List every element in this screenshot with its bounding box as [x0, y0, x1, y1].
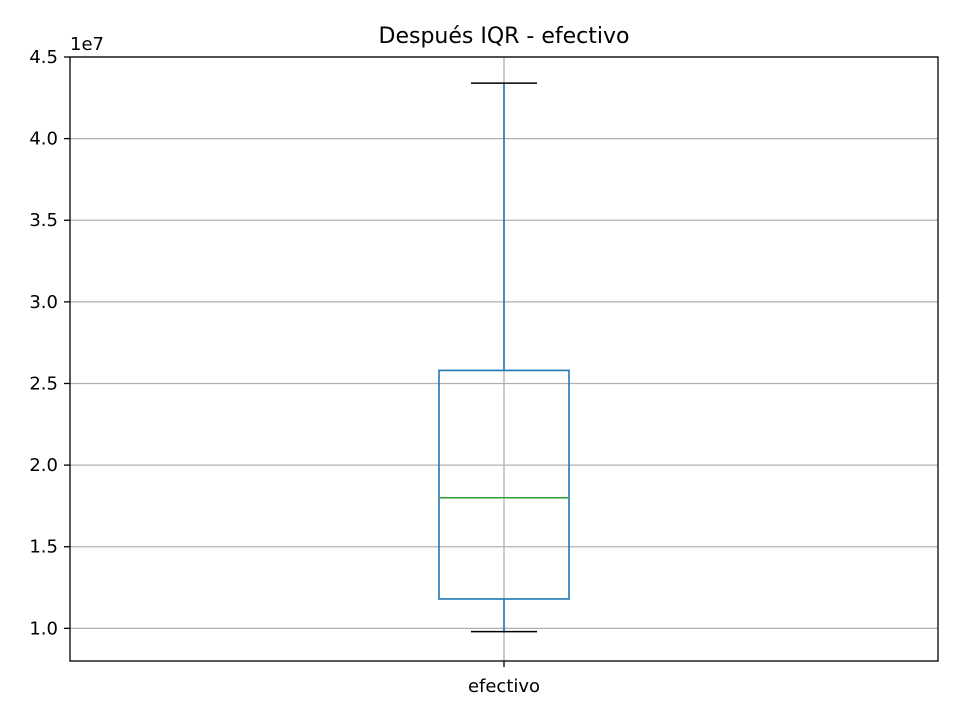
y-tick-label: 4.5	[29, 47, 58, 68]
y-tick-label: 2.5	[29, 373, 58, 394]
plot-layer	[438, 82, 570, 633]
y-tick-label: 1.5	[29, 537, 58, 558]
x-tick-label: efectivo	[468, 676, 540, 697]
box	[438, 369, 570, 600]
axis-layer: 1.0 1.5 2.0 2.5 3.0 3.5 4.0 4.5 efectivo	[29, 47, 939, 697]
y-tick-label: 3.5	[29, 210, 58, 231]
y-axis-offset-label: 1e7	[70, 34, 104, 55]
y-tick-label: 3.0	[29, 292, 58, 313]
y-tick-label: 4.0	[29, 129, 58, 150]
chart-title: Después IQR - efectivo	[379, 24, 630, 49]
y-tick-label: 1.0	[29, 618, 58, 639]
y-tick-label: 2.0	[29, 455, 58, 476]
